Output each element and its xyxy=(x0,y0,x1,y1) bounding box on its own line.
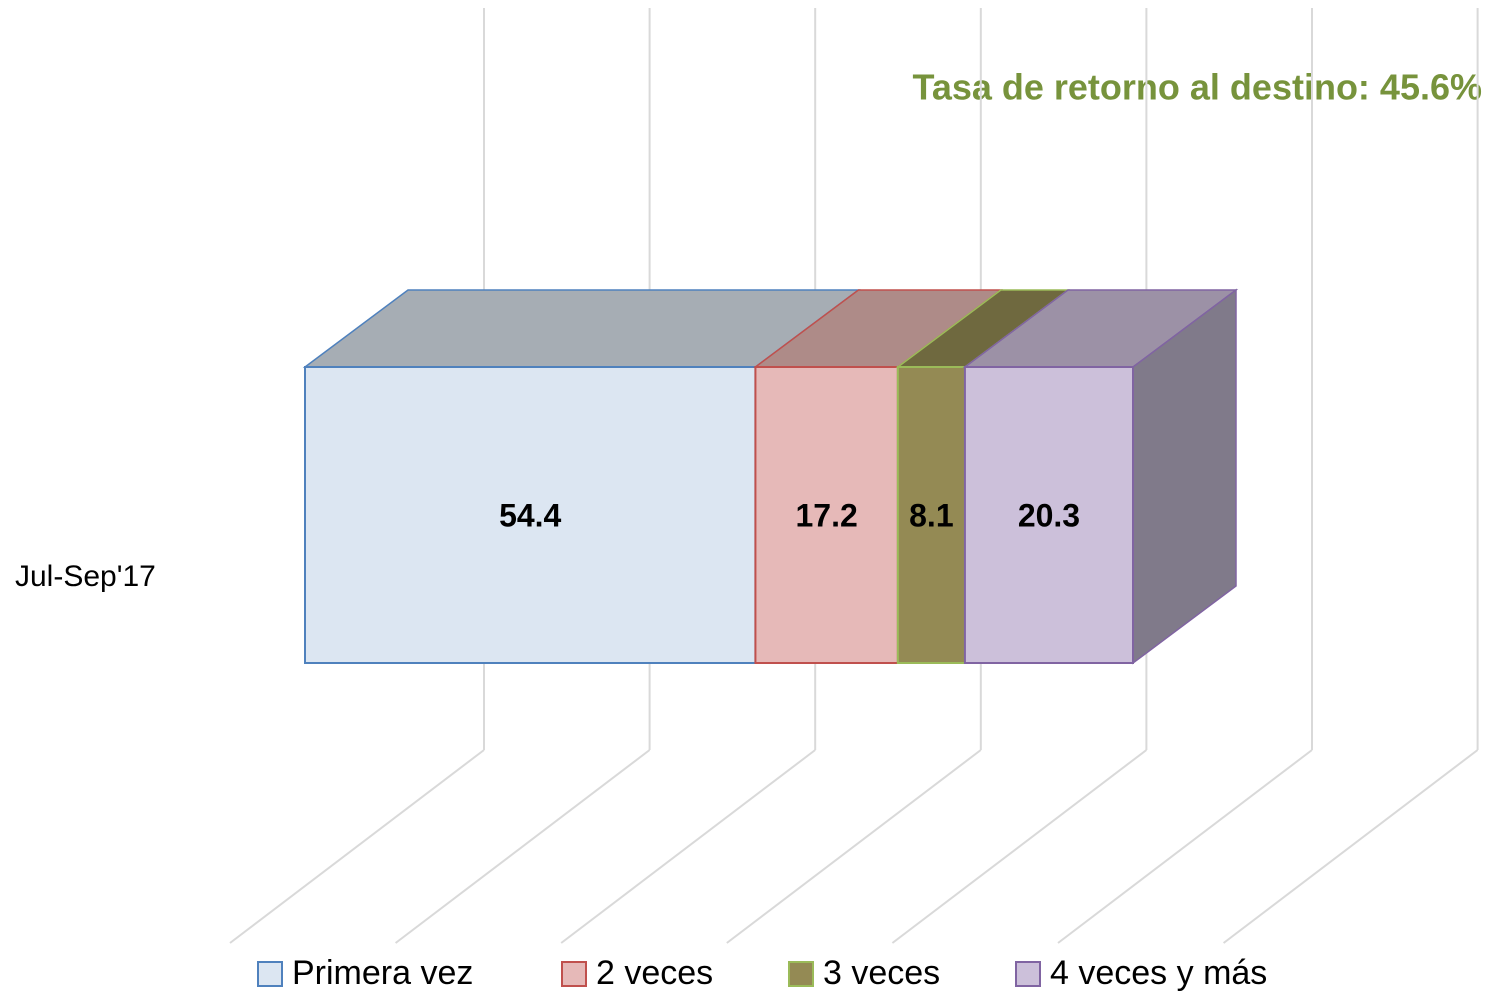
data-label: 17.2 xyxy=(795,497,857,533)
data-label: 20.3 xyxy=(1018,497,1080,533)
bar xyxy=(963,366,1135,664)
data-label: 8.1 xyxy=(909,497,953,533)
floor-line xyxy=(726,749,982,944)
bar xyxy=(754,366,899,664)
floor-line xyxy=(394,749,651,944)
data-label: 54.4 xyxy=(499,497,561,533)
legend-label: 3 veces xyxy=(823,954,940,992)
floor-line xyxy=(1222,749,1479,944)
legend-label: 2 veces xyxy=(596,954,713,992)
floor-line xyxy=(229,749,485,944)
legend-swatch xyxy=(257,961,283,987)
chart-title: Tasa de retorno al destino: 45.6% xyxy=(913,67,1483,108)
legend-label: Primera vez xyxy=(292,954,473,992)
floor-line xyxy=(891,749,1148,944)
bar xyxy=(304,366,757,664)
legend-swatch xyxy=(1015,961,1041,987)
floor-line xyxy=(1057,749,1313,944)
y-tick-label: Jul-Sep'17 xyxy=(15,560,156,593)
legend-swatch xyxy=(561,961,587,987)
floor-line xyxy=(560,749,816,944)
bar xyxy=(896,366,966,664)
legend-swatch xyxy=(788,961,814,987)
legend-label: 4 veces y más xyxy=(1050,954,1267,992)
